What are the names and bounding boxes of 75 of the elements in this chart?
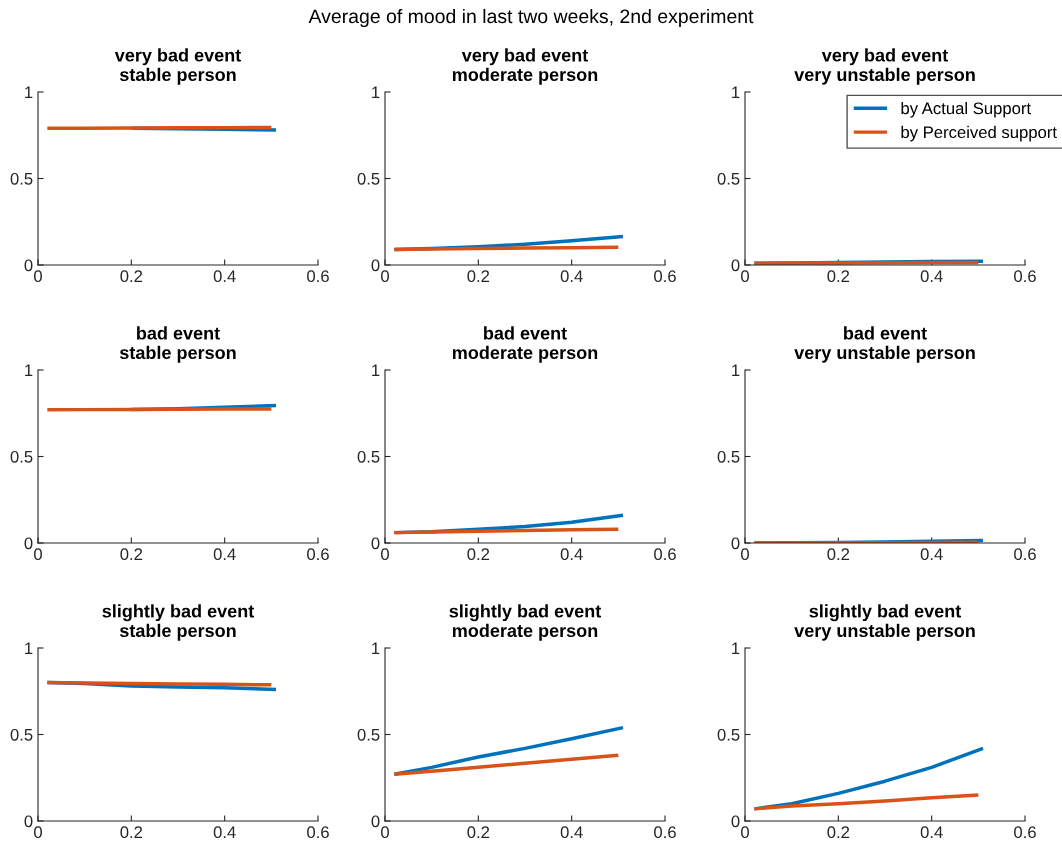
chart-title: slightly bad event moderate person: [449, 604, 602, 641]
x-tick-label: 0: [381, 826, 389, 839]
y-tick-label: 0.5: [10, 450, 33, 463]
x-tick-label: 0.6: [307, 548, 329, 561]
chart-title: slightly bad event stable person: [102, 604, 255, 641]
chart-title: bad event stable person: [119, 326, 236, 363]
x-tick-label: 0: [741, 270, 749, 283]
y-tick-label: 1: [732, 364, 740, 377]
x-tick-label: 0.2: [120, 548, 143, 561]
x-tick-label: 0.2: [467, 270, 490, 283]
x-tick-label: 0.2: [120, 270, 143, 283]
y-tick-label: 1: [372, 86, 380, 99]
text: Average of mood in last two weeks, 2nd experiment: [308, 8, 754, 28]
x-tick-label: 0.6: [1014, 548, 1036, 561]
x-tick-label: 0.2: [467, 826, 490, 839]
x-tick-label: 0: [381, 270, 389, 283]
y-tick-label: 0: [731, 537, 740, 550]
y-tick-label: 0: [731, 259, 740, 272]
chart-title: bad event moderate person: [452, 326, 598, 363]
x-tick-label: 0: [34, 270, 42, 283]
y-tick-label: 1: [732, 642, 740, 655]
y-tick-label: 0: [371, 259, 380, 272]
legend-label: by Actual Support: [901, 102, 1031, 118]
x-tick-label: 0: [741, 826, 749, 839]
y-tick-label: 1: [732, 86, 740, 99]
y-tick-label: 0.5: [357, 172, 380, 185]
x-tick-label: 0.2: [467, 548, 490, 561]
y-tick-label: 0: [24, 259, 33, 272]
y-tick-label: 1: [25, 86, 33, 99]
x-tick-label: 0: [741, 548, 749, 561]
x-tick-label: 0.4: [213, 826, 236, 839]
chart-title: very bad event moderate person: [452, 48, 598, 85]
y-tick-label: 0: [371, 537, 380, 550]
y-tick-label: 1: [25, 642, 33, 655]
chart-title: very bad event very unstable person: [794, 48, 975, 85]
chart-title: bad event very unstable person: [794, 326, 975, 363]
x-tick-label: 0.4: [920, 548, 943, 561]
y-tick-label: 0: [24, 815, 33, 828]
y-tick-label: 0.5: [717, 450, 740, 463]
y-tick-label: 0.5: [717, 172, 740, 185]
x-tick-label: 0.6: [654, 826, 676, 839]
x-tick-label: 0.4: [560, 826, 583, 839]
x-tick-label: 0: [381, 548, 389, 561]
chart-title: slightly bad event very unstable person: [794, 604, 975, 641]
x-tick-label: 0.6: [654, 270, 676, 283]
x-tick-label: 0.6: [307, 826, 329, 839]
x-tick-label: 0.4: [560, 270, 583, 283]
y-tick-label: 1: [25, 364, 33, 377]
x-tick-label: 0.6: [307, 270, 329, 283]
x-tick-label: 0.2: [120, 826, 143, 839]
y-tick-label: 0.5: [357, 450, 380, 463]
y-tick-label: 0.5: [10, 172, 33, 185]
x-tick-label: 0.2: [827, 270, 850, 283]
x-tick-label: 0.4: [560, 548, 583, 561]
x-tick-label: 0.4: [213, 270, 236, 283]
x-tick-label: 0: [34, 826, 42, 839]
y-tick-label: 1: [372, 364, 380, 377]
x-tick-label: 0.2: [827, 548, 850, 561]
y-tick-label: 0.5: [357, 728, 380, 741]
x-tick-label: 0: [34, 548, 42, 561]
y-tick-label: 0.5: [10, 728, 33, 741]
y-tick-label: 1: [372, 642, 380, 655]
y-tick-label: 0: [731, 815, 740, 828]
legend-label: by Perceived support: [901, 125, 1057, 142]
chart-title: very bad event stable person: [114, 48, 242, 85]
x-tick-label: 0.4: [920, 270, 943, 283]
x-tick-label: 0.6: [1014, 826, 1036, 839]
x-tick-label: 0.4: [920, 826, 943, 839]
x-tick-label: 0.6: [1014, 270, 1036, 283]
x-tick-label: 0.2: [827, 826, 850, 839]
y-tick-label: 0: [24, 537, 33, 550]
x-tick-label: 0.4: [213, 548, 236, 561]
y-tick-label: 0: [371, 815, 380, 828]
x-tick-label: 0.6: [654, 548, 676, 561]
y-tick-label: 0.5: [717, 728, 740, 741]
